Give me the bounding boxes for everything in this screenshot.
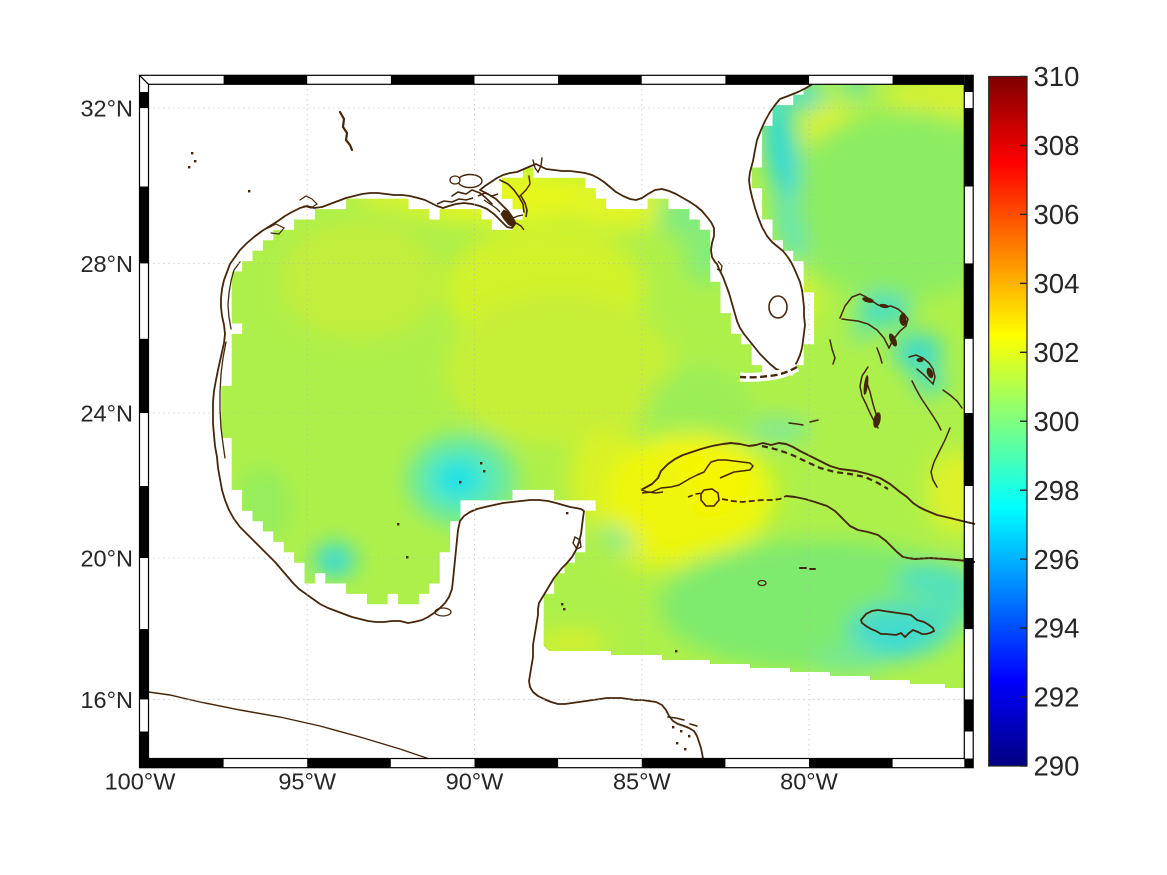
svg-text:32°N: 32°N: [80, 96, 133, 122]
svg-text:290: 290: [1034, 751, 1080, 782]
svg-text:310: 310: [1034, 61, 1080, 92]
svg-text:300: 300: [1034, 406, 1080, 437]
svg-text:95°W: 95°W: [278, 769, 337, 795]
svg-text:24°N: 24°N: [80, 400, 133, 426]
svg-text:294: 294: [1034, 613, 1080, 644]
svg-text:298: 298: [1034, 475, 1080, 506]
svg-text:304: 304: [1034, 268, 1080, 299]
svg-text:20°N: 20°N: [80, 545, 133, 571]
svg-text:302: 302: [1034, 337, 1080, 368]
svg-text:80°W: 80°W: [780, 769, 839, 795]
svg-text:16°N: 16°N: [80, 687, 133, 713]
svg-text:292: 292: [1034, 682, 1080, 713]
svg-text:28°N: 28°N: [80, 251, 133, 277]
svg-text:85°W: 85°W: [613, 769, 672, 795]
svg-text:296: 296: [1034, 544, 1080, 575]
svg-text:306: 306: [1034, 199, 1080, 230]
svg-text:90°W: 90°W: [446, 769, 505, 795]
svg-text:308: 308: [1034, 130, 1080, 161]
svg-text:100°W: 100°W: [105, 769, 177, 795]
